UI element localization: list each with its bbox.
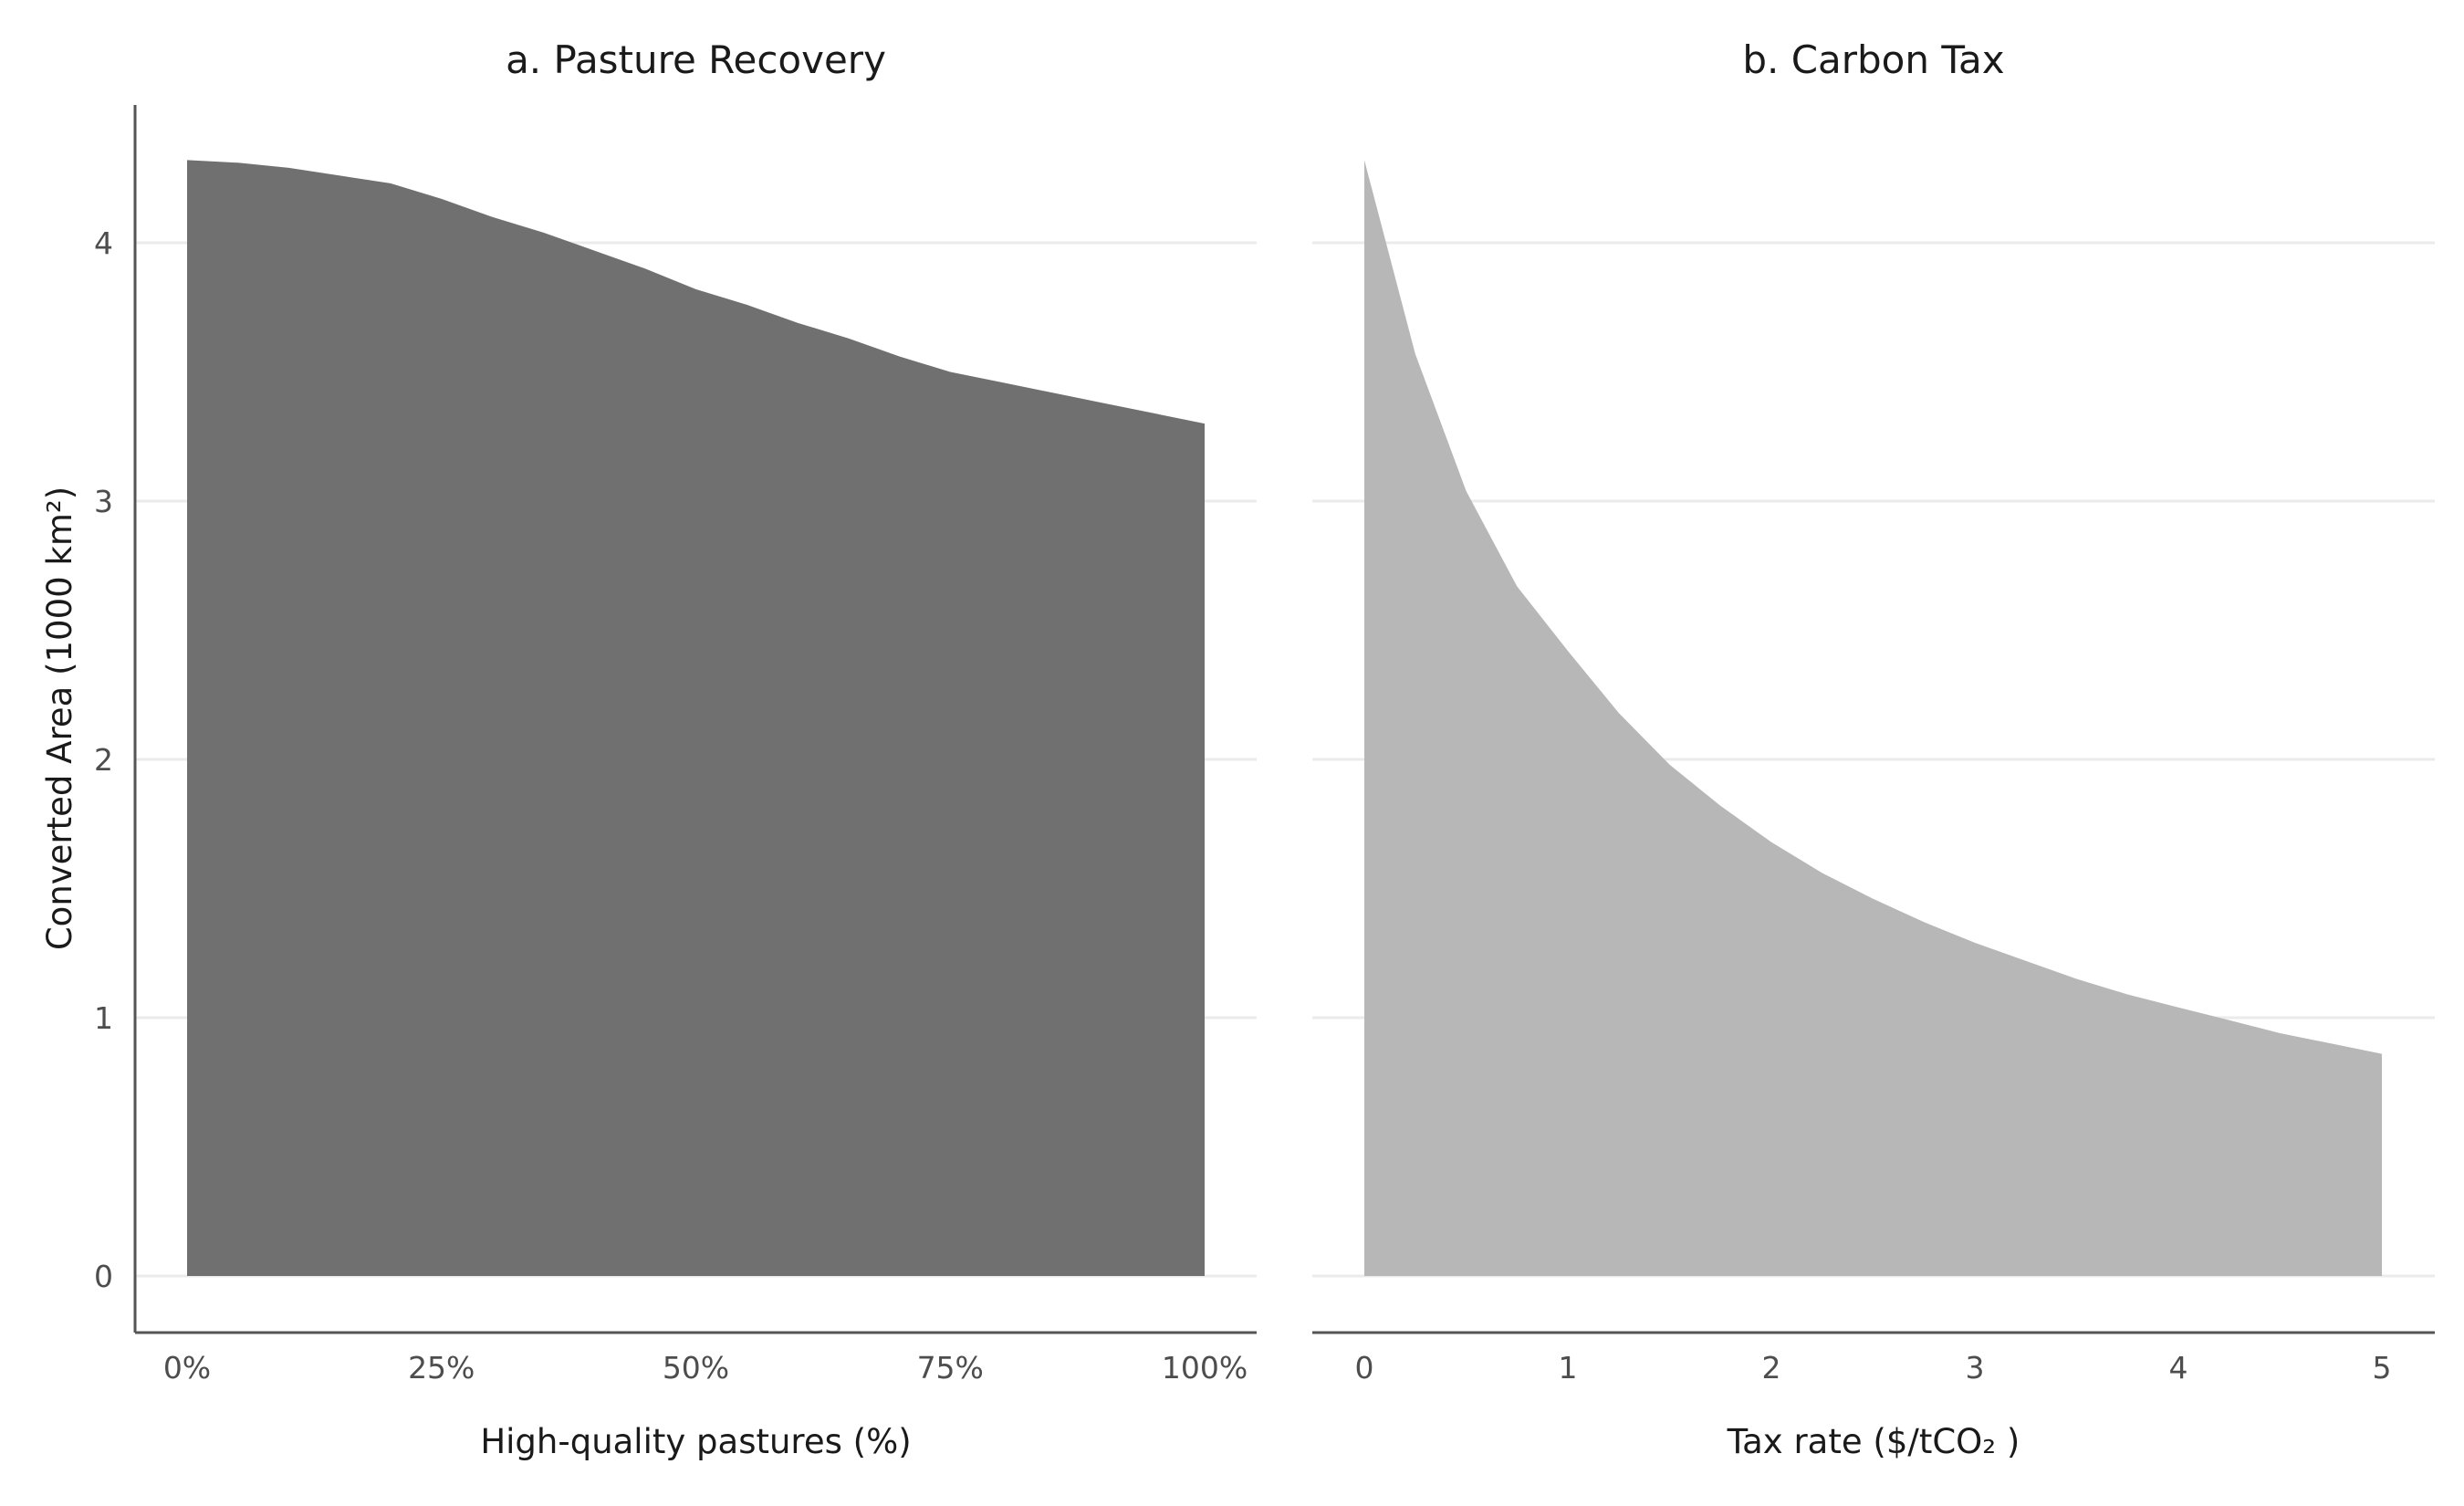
x-axis-title: High-quality pastures (%): [480, 1422, 911, 1461]
panel-carbon-tax: 0 1 2 3 4 5 b. Carbon Tax Tax rate ($/tCO₂ ): [1312, 37, 2435, 1461]
y-axis-title: Converted Area (1000 km²): [40, 486, 79, 950]
x-axis-title: Tax rate ($/tCO₂ ): [1727, 1422, 2020, 1461]
x-tick-label-4: 4: [2169, 1350, 2188, 1386]
x-tick-label-3: 75%: [917, 1350, 984, 1386]
y-tick-label-1: 1: [94, 1000, 113, 1036]
panel-pasture-recovery: 0 1 2 3 4 0% 25% 50% 75% 100% a. Pasture Recovery H…: [94, 37, 1257, 1461]
x-tick-label-2: 2: [1762, 1350, 1781, 1386]
x-tick-label-0: 0%: [163, 1350, 211, 1386]
panel-title: b. Carbon Tax: [1742, 37, 2004, 82]
x-tick-label-0: 0: [1355, 1350, 1374, 1386]
area-series-0: [1364, 160, 2382, 1276]
x-tick-label-1: 1: [1559, 1350, 1578, 1386]
x-tick-label-5: 5: [2373, 1350, 2392, 1386]
x-tick-label-3: 3: [1966, 1350, 1985, 1386]
x-tick-label-1: 25%: [408, 1350, 475, 1386]
y-tick-label-4: 4: [94, 225, 113, 261]
area-series-0: [187, 160, 1205, 1276]
x-tick-label-4: 100%: [1162, 1350, 1248, 1386]
y-tick-label-0: 0: [94, 1259, 113, 1294]
y-tick-label-3: 3: [94, 484, 113, 519]
panel-title: a. Pasture Recovery: [506, 37, 886, 82]
x-tick-label-2: 50%: [663, 1350, 729, 1386]
y-tick-label-2: 2: [94, 742, 113, 778]
